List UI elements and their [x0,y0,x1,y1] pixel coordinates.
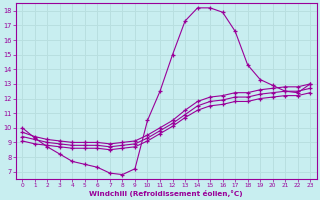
X-axis label: Windchill (Refroidissement éolien,°C): Windchill (Refroidissement éolien,°C) [90,190,243,197]
